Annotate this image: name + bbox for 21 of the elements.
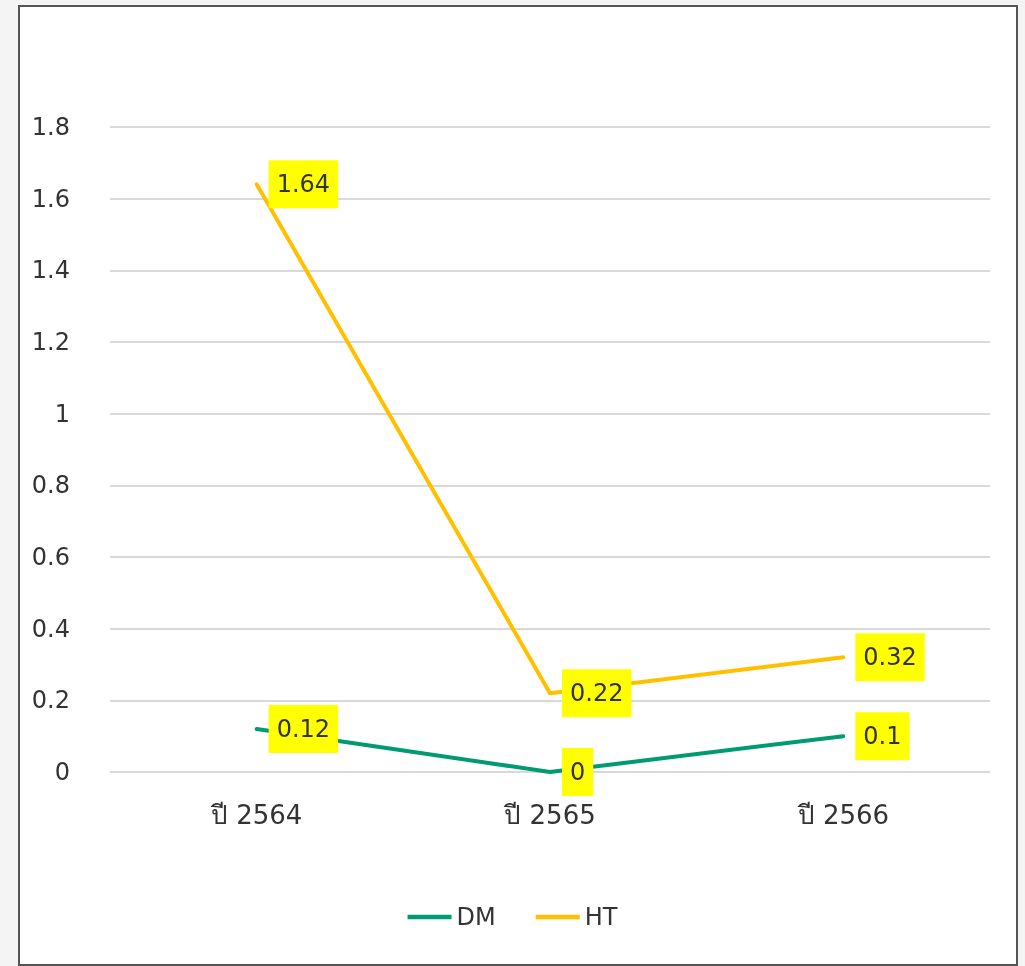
- data-label: 0.22: [570, 679, 624, 708]
- data-label: 0.32: [863, 643, 917, 672]
- data-label: 0.1: [863, 722, 902, 751]
- y-tick-label: 0.8: [31, 471, 70, 500]
- legend-label: HT: [584, 903, 618, 931]
- data-label: 1.64: [276, 170, 331, 199]
- data-label: 0.12: [276, 715, 331, 743]
- data-label: 0: [570, 758, 586, 786]
- legend-label: DM: [456, 903, 496, 931]
- y-tick-label: 0.4: [31, 614, 70, 643]
- y-tick-label: 0.2: [31, 686, 70, 715]
- y-tick-label: 0: [54, 758, 70, 786]
- y-tick-label: 1.4: [31, 256, 70, 285]
- x-tick-label: ปี 2564: [209, 800, 303, 830]
- y-tick-label: 1.6: [31, 184, 70, 213]
- y-tick-label: 0.6: [31, 543, 70, 571]
- x-tick-label: ปี 2565: [503, 800, 596, 830]
- y-tick-label: 1.2: [31, 328, 70, 356]
- y-tick-label: 1.8: [31, 113, 70, 141]
- x-tick-label: ปี 2566: [796, 800, 890, 830]
- y-tick-label: 1: [54, 399, 70, 428]
